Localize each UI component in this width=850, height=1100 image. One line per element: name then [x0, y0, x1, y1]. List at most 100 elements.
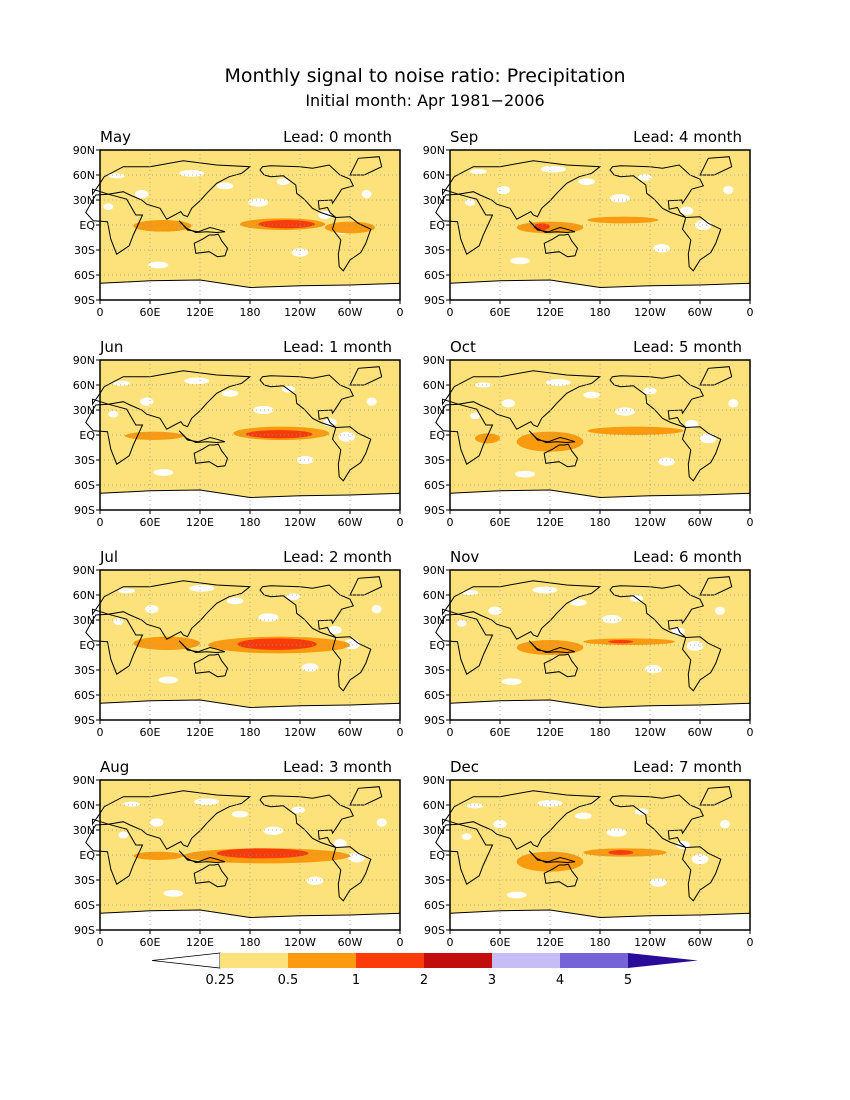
y-tick-label: 90S [424, 504, 445, 517]
signal-region-level-3 [608, 850, 634, 855]
x-tick-label: 120E [536, 306, 564, 319]
x-tick-label: 180 [240, 726, 261, 739]
x-tick-label: 180 [240, 516, 261, 529]
y-tick-label: 30S [424, 454, 445, 467]
x-tick-label: 60W [338, 306, 363, 319]
y-tick-label: 60N [423, 589, 445, 602]
coastline [435, 193, 494, 255]
colorbar-swatch [288, 953, 356, 968]
low-signal-area [113, 618, 124, 626]
low-signal-area [366, 397, 377, 406]
colorbar-swatch [356, 953, 424, 968]
x-tick-label: 60E [490, 306, 511, 319]
panel-jun: 0 60E 120E 180 120W 60W 0 90N 60N 30N EQ 30S 60S 90S J… [73, 338, 404, 529]
coastline [178, 850, 226, 864]
y-tick-label: 90N [423, 564, 445, 577]
coastline [259, 584, 355, 638]
y-tick-label: 60N [423, 379, 445, 392]
y-tick-label: 60N [73, 379, 95, 392]
low-signal-area [540, 165, 566, 173]
coastline [331, 846, 372, 902]
coastline [178, 430, 226, 444]
low-signal-area [258, 613, 279, 622]
low-signal-area [306, 876, 324, 885]
panel-may: 0 60E 120E 180 120W 60W 0 90N 60N 30N EQ 30S 60S 90S M… [73, 128, 404, 319]
coastline [442, 580, 602, 640]
y-tick-label: 90N [423, 354, 445, 367]
low-signal-area [653, 244, 671, 253]
low-signal-area [194, 798, 220, 806]
low-signal-area [695, 220, 712, 230]
low-signal-area [286, 593, 301, 601]
coastline [92, 370, 252, 430]
low-signal-area [145, 605, 159, 614]
y-tick-label: 90N [73, 774, 95, 787]
y-tick-label: 90N [73, 354, 95, 367]
signal-region-level-3 [608, 640, 634, 644]
signal-region-level-3 [258, 220, 315, 229]
low-signal-area [610, 194, 630, 203]
x-tick-label: 60E [490, 516, 511, 529]
y-tick-label: 30S [74, 874, 95, 887]
signal-region-level-2 [516, 640, 584, 655]
low-signal-area [545, 379, 571, 386]
low-signal-area [583, 391, 601, 399]
x-tick-label: 120W [634, 516, 666, 529]
low-signal-area [515, 470, 535, 478]
y-tick-label: 90N [423, 144, 445, 157]
low-signal-area [248, 198, 269, 207]
panel-lead-label: Lead: 1 month [283, 338, 392, 356]
low-signal-area [643, 387, 657, 395]
coastline [681, 636, 722, 692]
x-tick-label: 120E [186, 936, 214, 949]
low-signal-area [615, 407, 635, 416]
signal-region-level-3 [533, 223, 551, 231]
x-tick-label: 60E [140, 516, 161, 529]
y-tick-label: EQ [79, 849, 95, 862]
x-tick-label: 0 [397, 516, 404, 529]
x-tick-label: 120E [536, 516, 564, 529]
x-tick-label: 0 [447, 516, 454, 529]
signal-region-level-2 [133, 220, 192, 232]
coastline [528, 850, 576, 864]
chart-title: Monthly signal to noise ratio: Precipita… [224, 65, 625, 87]
x-tick-label: 60E [490, 936, 511, 949]
coastline [85, 403, 144, 465]
low-signal-area [461, 590, 479, 595]
x-tick-label: 60W [688, 306, 713, 319]
y-tick-label: 60N [73, 169, 95, 182]
coastline [85, 823, 144, 885]
coastline [442, 370, 602, 430]
signal-region-level-2 [125, 431, 184, 441]
y-tick-label: 60N [73, 589, 95, 602]
signal-region-level-3 [245, 430, 313, 439]
signal-region-level-2 [516, 851, 584, 872]
x-tick-label: 120E [186, 516, 214, 529]
signal-region-level-3 [237, 638, 317, 651]
x-tick-label: 60W [688, 936, 713, 949]
low-signal-area [532, 586, 558, 594]
x-tick-label: 180 [590, 516, 611, 529]
low-signal-area [113, 380, 130, 386]
signal-region-level-2 [587, 426, 684, 436]
signal-region-level-3 [216, 848, 309, 859]
low-signal-area [216, 182, 234, 190]
low-signal-area [158, 676, 179, 684]
panel-oct: 0 60E 120E 180 120W 60W 0 90N 60N 30N EQ 30S 60S 90S O… [423, 338, 754, 529]
y-tick-label: 30N [73, 824, 95, 837]
low-signal-area [226, 597, 244, 605]
x-tick-label: 120E [536, 936, 564, 949]
x-tick-label: 120W [634, 936, 666, 949]
x-tick-label: 180 [590, 726, 611, 739]
low-signal-area [720, 820, 730, 829]
coastline [528, 430, 576, 444]
y-tick-label: 90S [424, 924, 445, 937]
low-signal-area [456, 620, 467, 627]
low-signal-area [163, 890, 184, 897]
x-tick-label: 0 [747, 306, 754, 319]
y-tick-label: 90S [74, 294, 95, 307]
low-signal-area [645, 665, 662, 674]
x-tick-label: 120E [186, 306, 214, 319]
coastline [543, 653, 579, 678]
x-tick-label: 60W [338, 936, 363, 949]
